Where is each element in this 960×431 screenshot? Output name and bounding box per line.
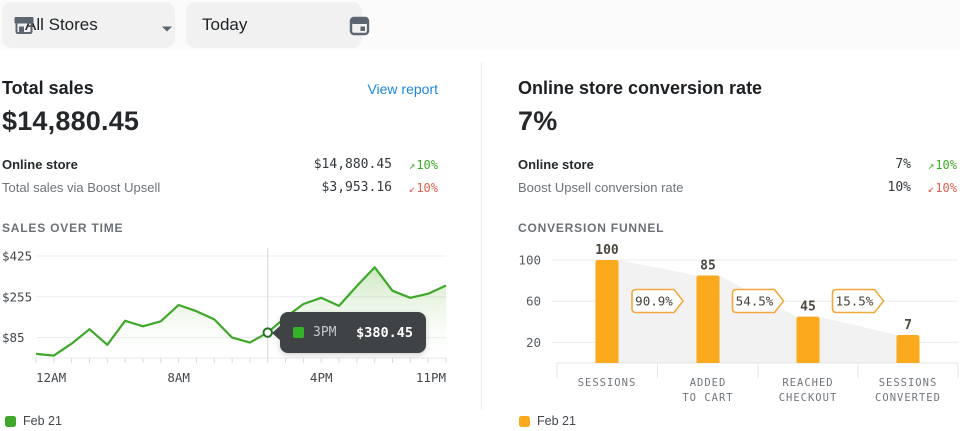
total-sales-header: Total sales View report [2, 78, 438, 99]
arrow-up-icon: ↗ [408, 158, 416, 172]
metric-row-online-store: Online store $14,880.45 ↗10% [2, 153, 438, 176]
bar-value-label: 45 [800, 300, 816, 315]
metric-label: Online store [518, 157, 594, 172]
topbar: All Stores Today [0, 0, 960, 50]
sales-line [35, 266, 447, 357]
sales-over-time-heading: SALES OVER TIME [2, 221, 124, 235]
metric-label: Total sales via Boost Upsell [2, 180, 161, 195]
metric-delta: ↙10% [408, 180, 438, 195]
metric-value: $3,953.16 [321, 180, 392, 195]
legend-swatch [5, 415, 16, 427]
conversion-value: 7% [518, 106, 558, 136]
store-selector-button[interactable]: All Stores [2, 2, 175, 48]
conversion-rate-badge [731, 288, 785, 314]
store-selector-label: All Stores [25, 15, 98, 34]
arrow-down-icon: ↙ [927, 181, 935, 195]
hover-marker [262, 327, 273, 338]
y-axis-label: 20 [526, 335, 541, 350]
y-axis-label: $85 [2, 330, 25, 345]
category-label: ADDED TO CART [682, 377, 733, 404]
metric-row-online-store: Online store 7% ↗10% [518, 153, 957, 176]
y-axis-label: 60 [526, 294, 541, 309]
total-sales-metrics: Online store $14,880.45 ↗10% Total sales… [2, 153, 438, 199]
funnel-bar[interactable] [595, 260, 619, 363]
conversion-rate-label: 54.5% [736, 294, 774, 309]
conversion-header: Online store conversion rate [518, 78, 957, 99]
conversion-funnel-heading: CONVERSION FUNNEL [518, 221, 665, 235]
metric-value: 10% [887, 180, 911, 195]
x-axis-label: 8AM [167, 370, 190, 385]
tooltip-time: 3PM [313, 325, 337, 340]
conversion-metrics: Online store 7% ↗10% Boost Upsell conver… [518, 153, 957, 199]
bar-value-label: 7 [904, 318, 912, 333]
tooltip-series-swatch [293, 327, 304, 338]
date-range-label: Today [202, 15, 248, 34]
legend-label: Feb 21 [537, 414, 576, 428]
y-axis-label: $425 [2, 249, 32, 264]
metric-label: Online store [2, 157, 78, 172]
metric-value: 7% [895, 157, 911, 172]
conversion-rate-badge [631, 288, 685, 314]
y-axis-label: $255 [2, 289, 32, 304]
date-range-button[interactable]: Today [186, 2, 370, 48]
chart-tooltip: 3PM $380.45 [272, 312, 426, 353]
tooltip-value: $380.45 [356, 324, 413, 341]
metric-value: $14,880.45 [313, 157, 392, 172]
metric-delta: ↗10% [927, 157, 957, 172]
sales-chart-legend: Feb 21 [5, 414, 62, 428]
conversion-title: Online store conversion rate [518, 78, 763, 98]
legend-label: Feb 21 [23, 414, 62, 428]
x-axis-label: 12AM [36, 370, 66, 385]
category-label: REACHED CHECKOUT [779, 377, 838, 404]
category-label: SESSIONS CONVERTED [875, 377, 941, 404]
funnel-bar[interactable] [896, 335, 920, 363]
bar-value-label: 100 [595, 243, 619, 258]
legend-swatch [519, 415, 530, 427]
conversion-rate-label: 15.5% [836, 294, 874, 309]
total-sales-title: Total sales [2, 78, 94, 98]
conversion-funnel-chart[interactable]: 20 60 100 100 85 45 7 90.9% 54.5% 15.5% SESSIONS AD… [510, 240, 960, 410]
metric-delta: ↗10% [408, 157, 438, 172]
funnel-bar[interactable] [796, 316, 820, 363]
view-report-link[interactable]: View report [367, 81, 438, 97]
arrow-up-icon: ↗ [927, 158, 935, 172]
conversion-rate-label: 90.9% [635, 294, 673, 309]
bar-value-label: 85 [700, 258, 716, 273]
x-axis-label: 4PM [310, 370, 333, 385]
funnel-chart-legend: Feb 21 [519, 414, 576, 428]
metric-row-boost-upsell: Boost Upsell conversion rate 10% ↙10% [518, 176, 957, 199]
total-sales-value: $14,880.45 [2, 106, 140, 136]
y-axis-label: 100 [518, 253, 541, 268]
panel-divider [481, 62, 482, 410]
metric-label: Boost Upsell conversion rate [518, 180, 684, 195]
category-label: SESSIONS [578, 377, 637, 389]
metric-delta: ↙10% [927, 180, 957, 195]
funnel-bar[interactable] [696, 275, 720, 363]
conversion-rate-badge [831, 288, 885, 314]
metric-row-boost-upsell: Total sales via Boost Upsell $3,953.16 ↙… [2, 176, 438, 199]
x-axis-label: 11PM [416, 370, 446, 385]
arrow-down-icon: ↙ [408, 181, 416, 195]
